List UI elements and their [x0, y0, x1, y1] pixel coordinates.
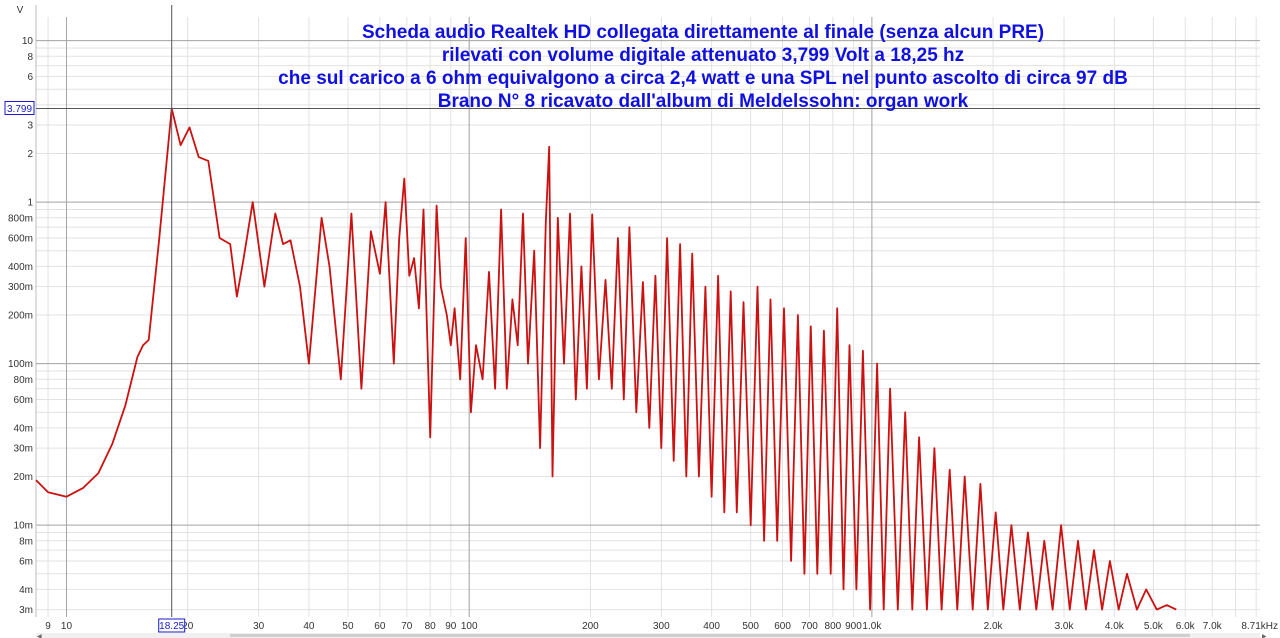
y-tick-label: 20m	[14, 472, 33, 483]
series-line	[35, 107, 1177, 611]
y-tick-label: 30m	[14, 444, 33, 455]
y-tick-label: 60m	[14, 395, 33, 406]
x-tick-label: 500	[742, 621, 759, 632]
x-tick-label: 5.0k	[1144, 621, 1164, 632]
x-tick-label: 100	[461, 621, 478, 632]
x-tick-label: 10	[61, 621, 73, 632]
y-tick-label: 8	[27, 52, 33, 63]
x-tick-label: 900	[845, 621, 862, 632]
x-tick-label: 90	[445, 621, 457, 632]
y-cursor-label-box	[4, 100, 35, 115]
y-tick-label: 6m	[19, 556, 33, 567]
chart-title-block: Scheda audio Realtek HD collegata dirett…	[278, 22, 1128, 112]
y-tick-label: 10m	[14, 521, 33, 532]
y-tick-label: 3m	[19, 605, 33, 616]
x-tick-label: 6.0k	[1176, 621, 1196, 632]
chart-title-line: che sul carico a 6 ohm equivalgono a cir…	[278, 68, 1128, 89]
y-tick-label: 10	[22, 36, 34, 47]
y-tick-label: 1	[27, 198, 33, 209]
chart-title-line: Scheda audio Realtek HD collegata dirett…	[362, 22, 1044, 43]
y-tick-label: 8m	[19, 536, 33, 547]
y-tick-label: 6	[27, 72, 33, 83]
y-tick-label: 3	[27, 121, 33, 132]
x-tick-label: 1.0k	[862, 621, 882, 632]
chart-title-line: Brano N° 8 ricavato dall'album di Meldel…	[438, 91, 969, 112]
x-axis-tick-labels: 9 10 20 30 40 50 60 70 80 90 100 200 300 400 500 600 700…	[45, 618, 1278, 633]
y-tick-label: 600m	[8, 233, 33, 244]
x-tick-label: 4.0k	[1105, 621, 1125, 632]
x-tick-label: 70	[401, 621, 413, 632]
x-tick-label: 700	[801, 621, 818, 632]
scrollbar-thumb[interactable]	[230, 634, 1190, 637]
x-cursor-label: 18.25	[159, 621, 184, 632]
x-tick-label: 40	[303, 621, 315, 632]
x-cursor-label-box	[158, 618, 186, 633]
y-axis-tick-labels: 10 8 6 3 2 1 800m 600m 400m 300m 200m 100m 80m 60m 40m…	[4, 36, 35, 616]
x-tick-label: 20	[182, 621, 194, 632]
y-tick-label: 2	[27, 149, 33, 160]
y-tick-label: 400m	[8, 262, 33, 273]
x-tick-label: 3.0k	[1055, 621, 1075, 632]
y-tick-label: 200m	[8, 311, 33, 322]
x-tick-label: 8.71kHz	[1241, 621, 1278, 632]
horizontal-scrollbar[interactable]: ◀ ▶	[36, 633, 1267, 638]
x-tick-label: 30	[253, 621, 265, 632]
x-tick-label: 300	[653, 621, 670, 632]
y-tick-label: 80m	[14, 375, 33, 386]
x-tick-label: 7.0k	[1203, 621, 1223, 632]
chart-title-line: rilevati con volume digitale attenuato 3…	[442, 45, 964, 66]
x-tick-label: 600	[774, 621, 791, 632]
series-layer	[35, 107, 1177, 611]
x-tick-label: 800	[825, 621, 842, 632]
cursor-crosshair	[36, 5, 1260, 617]
y-tick-label: 100m	[8, 359, 33, 370]
x-tick-label: 400	[703, 621, 720, 632]
scroll-left-arrow-icon[interactable]: ◀	[37, 634, 42, 638]
major-gridlines	[35, 5, 1260, 617]
y-axis-unit-label: V	[17, 5, 24, 16]
y-tick-label: 4m	[19, 585, 33, 596]
y-cursor-label: 3.799	[7, 104, 32, 115]
y-tick-label: 800m	[8, 213, 33, 224]
x-tick-label: 9	[45, 621, 51, 632]
y-tick-label: 300m	[8, 282, 33, 293]
x-tick-label: 60	[374, 621, 386, 632]
x-tick-label: 50	[342, 621, 354, 632]
scroll-right-arrow-icon[interactable]: ▶	[1262, 634, 1267, 638]
y-tick-label: 40m	[14, 423, 33, 434]
x-tick-label: 2.0k	[984, 621, 1004, 632]
x-tick-label: 80	[425, 621, 437, 632]
x-tick-label: 200	[582, 621, 599, 632]
